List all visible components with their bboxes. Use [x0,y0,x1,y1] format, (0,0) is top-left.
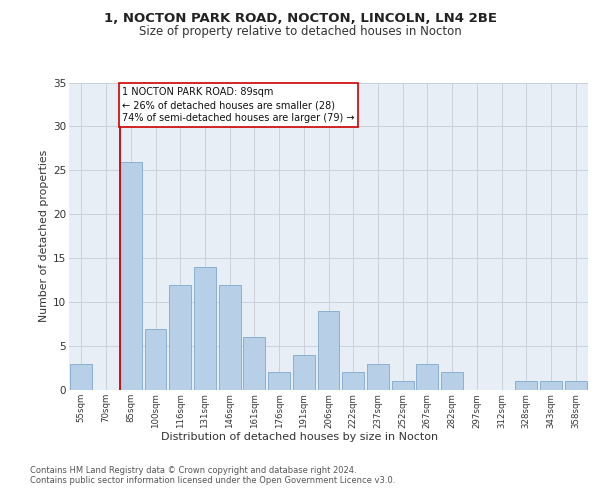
Bar [515,381,537,390]
Text: Contains HM Land Registry data © Crown copyright and database right 2024.: Contains HM Land Registry data © Crown c… [30,466,356,475]
Bar [70,364,92,390]
Bar [293,355,314,390]
Bar [145,328,166,390]
Bar [416,364,438,390]
Text: 1, NOCTON PARK ROAD, NOCTON, LINCOLN, LN4 2BE: 1, NOCTON PARK ROAD, NOCTON, LINCOLN, LN… [104,12,497,26]
Bar [343,372,364,390]
Bar [169,284,191,390]
Text: 1 NOCTON PARK ROAD: 89sqm
← 26% of detached houses are smaller (28)
74% of semi-: 1 NOCTON PARK ROAD: 89sqm ← 26% of detac… [122,87,355,124]
Bar [244,338,265,390]
Bar [268,372,290,390]
Text: Size of property relative to detached houses in Nocton: Size of property relative to detached ho… [139,25,461,38]
Bar [565,381,587,390]
Bar [367,364,389,390]
Text: Contains public sector information licensed under the Open Government Licence v3: Contains public sector information licen… [30,476,395,485]
Bar [317,311,340,390]
Bar [540,381,562,390]
Y-axis label: Number of detached properties: Number of detached properties [39,150,49,322]
Bar [441,372,463,390]
Bar [392,381,413,390]
Bar [194,267,216,390]
Bar [219,284,241,390]
Text: Distribution of detached houses by size in Nocton: Distribution of detached houses by size … [161,432,439,442]
Bar [120,162,142,390]
